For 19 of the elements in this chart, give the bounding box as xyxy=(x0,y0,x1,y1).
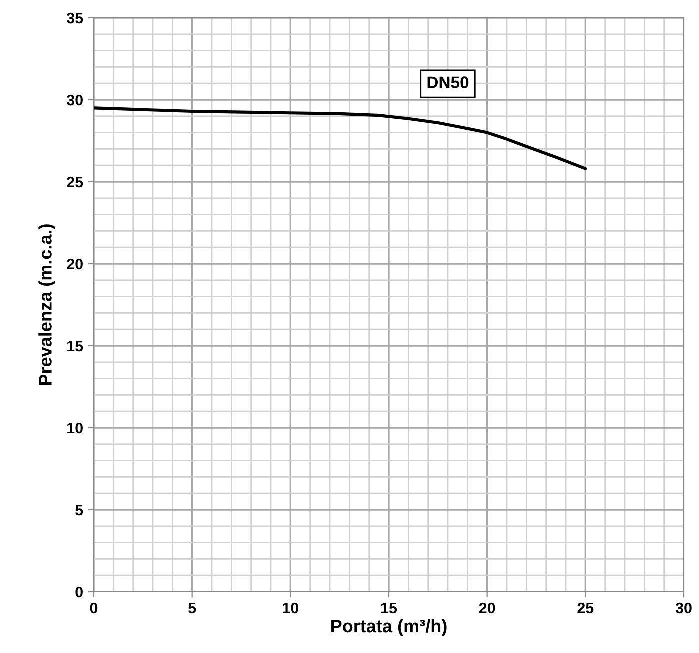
line-series xyxy=(94,106,588,170)
x-tick-label: 15 xyxy=(381,602,398,614)
y-tick-label: 25 xyxy=(67,176,84,188)
x-tick-label: 0 xyxy=(90,602,98,614)
y-axis-title: Prevalenza (m.c.a.) xyxy=(38,224,56,386)
x-tick-label: 30 xyxy=(676,602,692,614)
y-tick-label: 5 xyxy=(76,505,84,516)
y-tick-label: 15 xyxy=(68,341,84,352)
x-tick-label: 5 xyxy=(188,602,196,614)
y-tick-label: 30 xyxy=(66,94,83,106)
y-tick-label: 0 xyxy=(76,586,83,598)
series-label: DN50 xyxy=(428,76,469,88)
x-tick-label: 25 xyxy=(578,602,594,614)
y-tick-label: 10 xyxy=(68,422,83,434)
x-axis-title: Portata (m³/h) xyxy=(332,619,447,636)
y-tick-label: 35 xyxy=(66,12,84,24)
x-tick-label: 10 xyxy=(283,602,299,614)
y-tick-label: 20 xyxy=(67,258,83,270)
x-tick-label: 20 xyxy=(479,602,496,614)
